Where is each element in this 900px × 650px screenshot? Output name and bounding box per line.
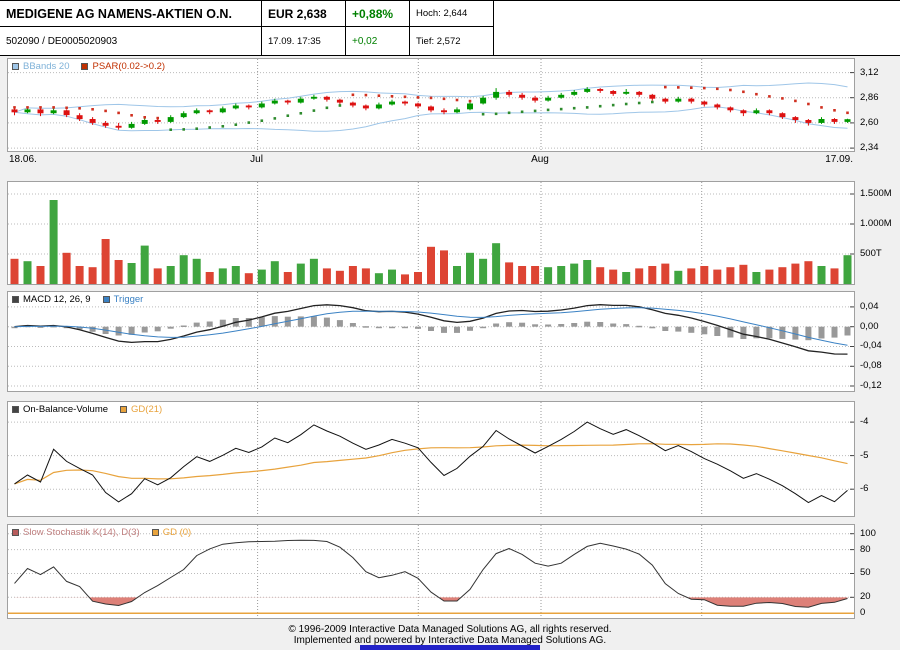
legend-psar-label: PSAR(0.02->0.2) [92, 61, 166, 72]
gd21-swatch-icon [120, 406, 128, 413]
copyright-line: © 1996-2009 Interactive Data Managed Sol… [288, 624, 612, 635]
obv-legend: On-Balance-Volume GD(21) [12, 404, 162, 415]
obv-line [14, 421, 848, 504]
legend-bbands: BBands 20 [12, 61, 69, 72]
volume-plot [8, 182, 854, 284]
y-tick-label: 20 [860, 591, 871, 603]
y-tick-label: 500T [860, 248, 882, 259]
macd-plot [8, 292, 854, 391]
y-tick-label: -0,04 [860, 340, 882, 352]
volume-panel [7, 181, 855, 285]
y-tick-label: 2,60 [860, 116, 879, 128]
y-tick-label: 3,12 [860, 66, 879, 78]
last-price: EUR 2,638 [268, 6, 327, 21]
x-tick-end: 17.09. [825, 154, 853, 165]
y-tick-label: 0,04 [860, 300, 879, 312]
candlestick-series [11, 87, 851, 130]
y-tick-label: 2,34 [860, 142, 879, 154]
high-low-cell: Hoch: 2,644 Tief: 2,572 [410, 1, 494, 55]
header-spacer [494, 1, 900, 55]
legend-macd: MACD 12, 26, 9 [12, 294, 91, 305]
macd-swatch-icon [12, 296, 19, 303]
y-tick-label: 1.500M [860, 188, 892, 199]
change-percent: +0,88% [352, 6, 394, 21]
x-tick-jul: Jul [250, 154, 263, 165]
gd0-swatch-icon [151, 529, 159, 536]
legend-gd21-label: GD(21) [131, 404, 163, 415]
gd21-line [14, 443, 848, 485]
legend-gd21: GD(21) [120, 404, 162, 415]
x-tick-aug: Aug [531, 154, 549, 165]
psar-swatch-icon [81, 63, 89, 70]
y-tick-label: 50 [860, 567, 871, 579]
y-tick-label: 100 [860, 527, 876, 539]
stoch-oversold-fill [14, 597, 848, 608]
legend-trigger-label: Trigger [113, 294, 144, 305]
y-tick-label: -5 [860, 449, 869, 461]
y-tick-label: -0,08 [860, 360, 882, 372]
quote-datetime: 17.09. 17:35 [268, 35, 321, 47]
y-tick-label: 0,00 [860, 320, 879, 332]
y-tick-label: -0,12 [860, 380, 882, 392]
x-tick-start: 18.06. [9, 154, 37, 165]
instrument-cell: MEDIGENE AG NAMENS-AKTIEN O.N. 502090 / … [0, 1, 262, 55]
obv-panel: On-Balance-Volume GD(21) [7, 401, 855, 517]
x-axis: 18.06. Jul Aug 17.09. [0, 153, 900, 168]
obv-plot [8, 402, 854, 516]
stochastic-panel: Slow Stochastik K(14), D(3) GD (0) [7, 524, 855, 619]
macd-line [14, 304, 848, 355]
trigger-swatch-icon [102, 296, 110, 303]
wkn-isin: 502090 / DE0005020903 [6, 35, 118, 47]
change-cell: +0,88% +0,02 [346, 1, 410, 55]
legend-trigger: Trigger [102, 294, 144, 305]
bottom-bar [360, 645, 540, 650]
change-absolute: +0,02 [352, 35, 378, 47]
footer: © 1996-2009 Interactive Data Managed Sol… [0, 624, 900, 646]
legend-bbands-label: BBands 20 [23, 61, 70, 72]
y-tick-label: -6 [860, 483, 869, 495]
legend-psar: PSAR(0.02->0.2) [81, 61, 165, 72]
stochastic-legend: Slow Stochastik K(14), D(3) GD (0) [12, 527, 191, 538]
y-tick-label: 1.000M [860, 218, 892, 229]
bband-lower-line [14, 106, 848, 132]
y-tick-label: -4 [860, 416, 869, 428]
quote-header: MEDIGENE AG NAMENS-AKTIEN O.N. 502090 / … [0, 0, 900, 56]
macd-legend: MACD 12, 26, 9 Trigger [12, 294, 143, 305]
bbands-swatch-icon [12, 63, 19, 70]
legend-obv: On-Balance-Volume [12, 404, 108, 415]
day-low: Tief: 2,572 [416, 35, 461, 47]
psar-series [13, 85, 849, 131]
macd-panel: MACD 12, 26, 9 Trigger [7, 291, 855, 392]
y-tick-label: 2,86 [860, 91, 879, 103]
day-high: Hoch: 2,644 [416, 8, 468, 19]
price-cell: EUR 2,638 17.09. 17:35 [262, 1, 346, 55]
bband-upper-line [14, 82, 848, 113]
legend-stochastic-label: Slow Stochastik K(14), D(3) [23, 527, 140, 538]
powered-by-line: Implemented and powered by Interactive D… [293, 635, 607, 646]
legend-stochastic: Slow Stochastik K(14), D(3) [12, 527, 140, 538]
y-tick-label: 80 [860, 543, 871, 555]
legend-gd0-label: GD (0) [162, 527, 192, 538]
legend-gd0: GD (0) [151, 527, 192, 538]
obv-swatch-icon [12, 406, 19, 413]
stochastic-swatch-icon [12, 529, 19, 536]
price-legend: BBands 20 PSAR(0.02->0.2) [12, 61, 165, 72]
volume-bars [10, 200, 852, 284]
price-panel: BBands 20 PSAR(0.02->0.2) [7, 58, 855, 152]
stoch-k-line [14, 539, 848, 608]
legend-macd-label: MACD 12, 26, 9 [23, 294, 91, 305]
y-tick-label: 0 [860, 607, 866, 619]
instrument-name: MEDIGENE AG NAMENS-AKTIEN O.N. [6, 6, 232, 21]
legend-obv-label: On-Balance-Volume [23, 404, 109, 415]
stoch-plot [8, 525, 854, 618]
trigger-line [14, 307, 848, 346]
price-plot [8, 59, 854, 151]
